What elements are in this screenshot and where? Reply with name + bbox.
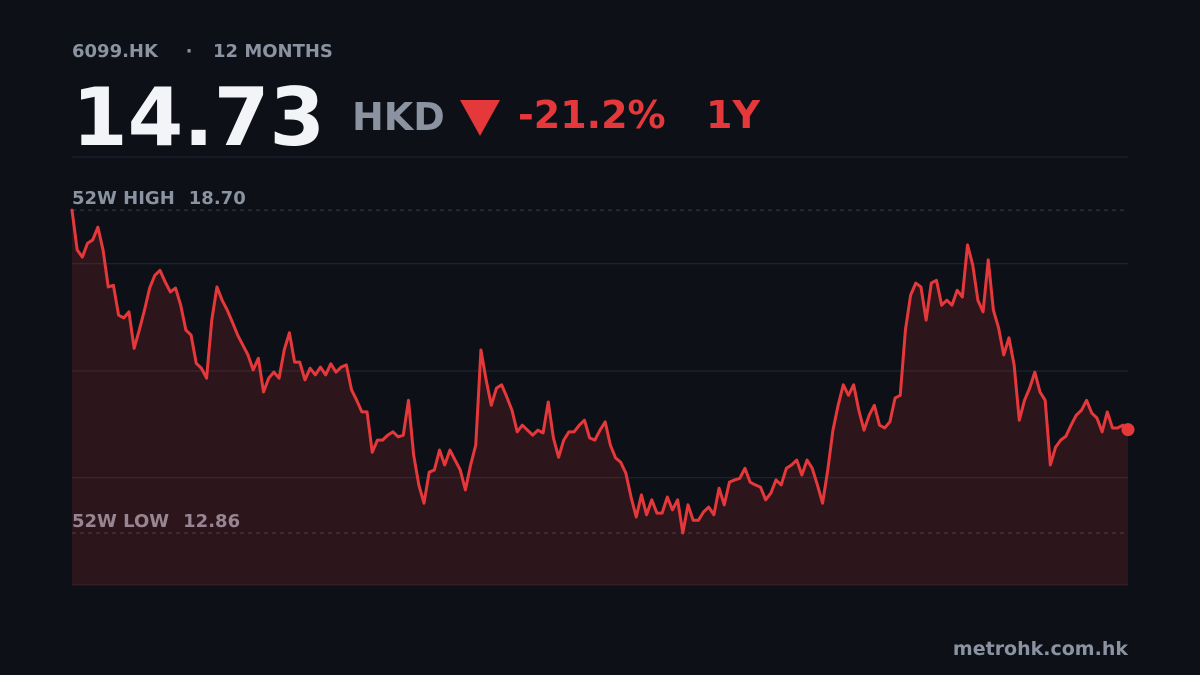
range: 1Y: [706, 93, 760, 137]
currency: HKD: [352, 95, 445, 139]
plot: 52W HIGH 18.70 52W LOW 12.86: [70, 188, 1135, 586]
down-arrow: [460, 100, 500, 136]
last-point: [1121, 423, 1135, 437]
source: metrohk.com.hk: [953, 638, 1128, 660]
price: 14.73: [72, 71, 325, 164]
reference-name: 52W HIGH: [72, 188, 175, 209]
ticker: 6099.HK: [72, 41, 159, 62]
separator: ·: [186, 41, 193, 62]
reference-value: 12.86: [183, 511, 240, 532]
reference-label: 52W HIGH 18.70: [72, 188, 246, 209]
reference-value: 18.70: [189, 188, 246, 209]
price-area: [72, 210, 1128, 585]
reference-label: 52W LOW 12.86: [72, 511, 240, 532]
period: 12 MONTHS: [213, 41, 333, 62]
change: -21.2%: [518, 93, 666, 137]
reference-name: 52W LOW: [72, 511, 169, 532]
price-line: [70, 208, 1130, 535]
